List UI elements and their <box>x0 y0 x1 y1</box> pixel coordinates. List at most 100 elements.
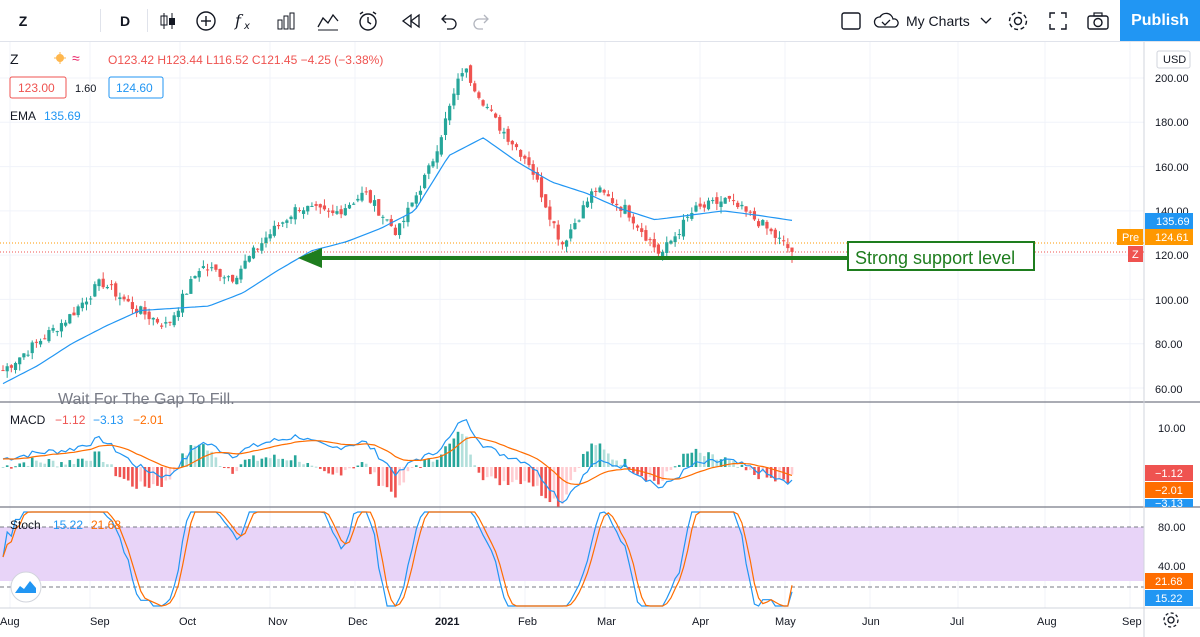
macd-histogram-bar <box>460 433 464 467</box>
macd-histogram-bar <box>774 467 777 482</box>
macd-histogram-bar <box>72 464 76 467</box>
candle-body <box>38 340 43 345</box>
macd-histogram-bar <box>581 453 585 467</box>
stoch-legend-label[interactable]: Stoch <box>10 518 41 532</box>
candle-body <box>222 277 226 279</box>
ema-price-badge <box>1145 213 1193 229</box>
replay-icon[interactable] <box>395 4 427 37</box>
candle-body <box>523 155 527 159</box>
support-label-box[interactable] <box>847 241 1035 271</box>
macd-histogram-bar <box>310 465 314 467</box>
svg-text:f: f <box>234 11 244 30</box>
macd-histogram-bar <box>548 467 552 503</box>
chart-settings-gear-icon[interactable] <box>1163 612 1179 628</box>
settings-gear-icon[interactable] <box>1002 4 1034 37</box>
candle-body <box>443 118 448 135</box>
fullscreen-select-icon[interactable] <box>836 4 866 37</box>
candle-body <box>757 221 761 227</box>
candle-body <box>243 260 247 269</box>
macd-histogram-bar <box>498 467 502 486</box>
macd-histogram-bar <box>289 460 293 467</box>
candle-body <box>548 206 552 220</box>
candle-body <box>531 164 535 175</box>
redo-icon[interactable] <box>466 4 498 37</box>
candle-body <box>5 366 9 372</box>
publish-button[interactable]: Publish <box>1120 0 1200 41</box>
macd-histogram-bar <box>419 467 422 468</box>
candle-body <box>673 236 677 243</box>
compare-icon[interactable] <box>312 4 344 37</box>
time-axis[interactable]: Aug Sep Oct Nov Dec 2021 Feb Mar Apr May… <box>0 616 1142 628</box>
candle-body <box>585 201 590 208</box>
macd-histogram-bar <box>235 467 239 472</box>
macd-histogram-bar <box>39 462 42 467</box>
fullscreen-icon[interactable] <box>1042 4 1074 37</box>
macd-histogram-bar <box>410 467 414 468</box>
snapshot-camera-icon[interactable] <box>1082 4 1114 37</box>
stoch-legend-k: 15.22 <box>53 518 83 532</box>
tradingview-logo-icon[interactable] <box>10 571 42 603</box>
candle-body <box>489 109 494 111</box>
stoch-d-badge <box>1145 573 1193 589</box>
candle-body <box>460 73 464 77</box>
candle-body <box>30 342 34 354</box>
spread-value: 1.60 <box>75 83 96 95</box>
symbol-search-button[interactable]: Z <box>18 12 28 29</box>
candle-body <box>748 211 752 213</box>
macd-histogram-bar <box>202 444 205 467</box>
macd-histogram-bar <box>682 453 685 467</box>
candle-body <box>197 271 201 278</box>
macd-histogram-bar <box>569 467 573 481</box>
candle-body <box>105 286 109 289</box>
candle-body <box>777 237 782 239</box>
interval-button[interactable]: D <box>119 12 131 29</box>
macd-histogram-bar <box>143 467 147 487</box>
undo-icon[interactable] <box>432 4 464 37</box>
candle-body <box>347 204 352 209</box>
macd-histogram-bar <box>377 467 381 486</box>
macd-histogram-bar <box>686 453 689 467</box>
legend-symbol[interactable]: Z <box>10 51 19 67</box>
stoch-d-line <box>2 511 793 607</box>
support-arrowhead <box>298 248 322 268</box>
candle-body <box>665 242 669 253</box>
my-charts-button[interactable]: My Charts <box>872 4 1002 37</box>
macd-histogram-bar <box>619 464 623 467</box>
macd-histogram-bar <box>648 467 652 478</box>
candle-body <box>9 365 13 368</box>
macd-histogram-bar <box>356 465 360 467</box>
chart-area[interactable]: Strong support level Wait For The Gap To… <box>0 42 1200 637</box>
pre-label: Pre <box>1122 232 1139 244</box>
macd-histogram-bar <box>402 467 406 483</box>
candle-body <box>97 279 101 287</box>
macd-histogram-bar <box>60 462 63 467</box>
ask-badge[interactable] <box>108 76 164 99</box>
currency-box[interactable] <box>1156 50 1191 69</box>
candle-body <box>247 256 251 262</box>
price-tick: 100.00 <box>1155 295 1189 307</box>
candle-body <box>377 199 381 216</box>
candle-body <box>431 161 435 167</box>
macd-histogram-bar <box>561 467 564 504</box>
candle-body <box>289 216 293 220</box>
candle-body <box>519 149 523 157</box>
macd-histogram-bar <box>30 457 34 467</box>
bid-badge[interactable] <box>9 76 67 99</box>
add-compare-icon[interactable] <box>190 4 222 37</box>
macd-histogram-bar <box>456 431 460 467</box>
macd-histogram-bar <box>122 467 126 479</box>
alert-icon[interactable] <box>352 4 384 37</box>
macd-histogram-bar <box>381 467 385 486</box>
candle-body <box>276 225 281 227</box>
macd-histogram <box>1 431 794 507</box>
candles-icon[interactable] <box>152 4 184 37</box>
macd-legend-label[interactable]: MACD <box>10 413 46 427</box>
candle-body <box>769 228 773 232</box>
macd-histogram-bar <box>156 467 159 486</box>
candle-body <box>13 362 18 370</box>
templates-icon[interactable] <box>270 4 302 37</box>
time-tick: Dec <box>348 616 368 628</box>
candle-body <box>648 239 652 241</box>
candle-body <box>385 219 389 221</box>
